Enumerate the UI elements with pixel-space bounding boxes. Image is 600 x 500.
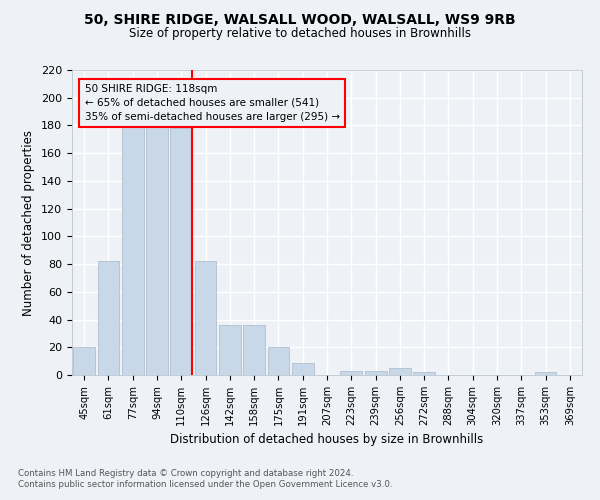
Bar [194,262,217,375]
Bar [268,348,289,375]
X-axis label: Distribution of detached houses by size in Brownhills: Distribution of detached houses by size … [170,434,484,446]
Bar [97,262,119,375]
Bar [292,362,314,375]
Y-axis label: Number of detached properties: Number of detached properties [22,130,35,316]
Text: Size of property relative to detached houses in Brownhills: Size of property relative to detached ho… [129,28,471,40]
Bar [340,371,362,375]
Bar [243,325,265,375]
Bar [389,368,411,375]
Bar [365,371,386,375]
Bar [413,372,435,375]
Bar [219,325,241,375]
Text: Contains HM Land Registry data © Crown copyright and database right 2024.: Contains HM Land Registry data © Crown c… [18,468,353,477]
Bar [535,372,556,375]
Bar [146,124,168,375]
Text: 50 SHIRE RIDGE: 118sqm
← 65% of detached houses are smaller (541)
35% of semi-de: 50 SHIRE RIDGE: 118sqm ← 65% of detached… [85,84,340,122]
Bar [122,122,143,375]
Bar [73,348,95,375]
Text: 50, SHIRE RIDGE, WALSALL WOOD, WALSALL, WS9 9RB: 50, SHIRE RIDGE, WALSALL WOOD, WALSALL, … [84,12,516,26]
Bar [170,128,192,375]
Text: Contains public sector information licensed under the Open Government Licence v3: Contains public sector information licen… [18,480,392,489]
